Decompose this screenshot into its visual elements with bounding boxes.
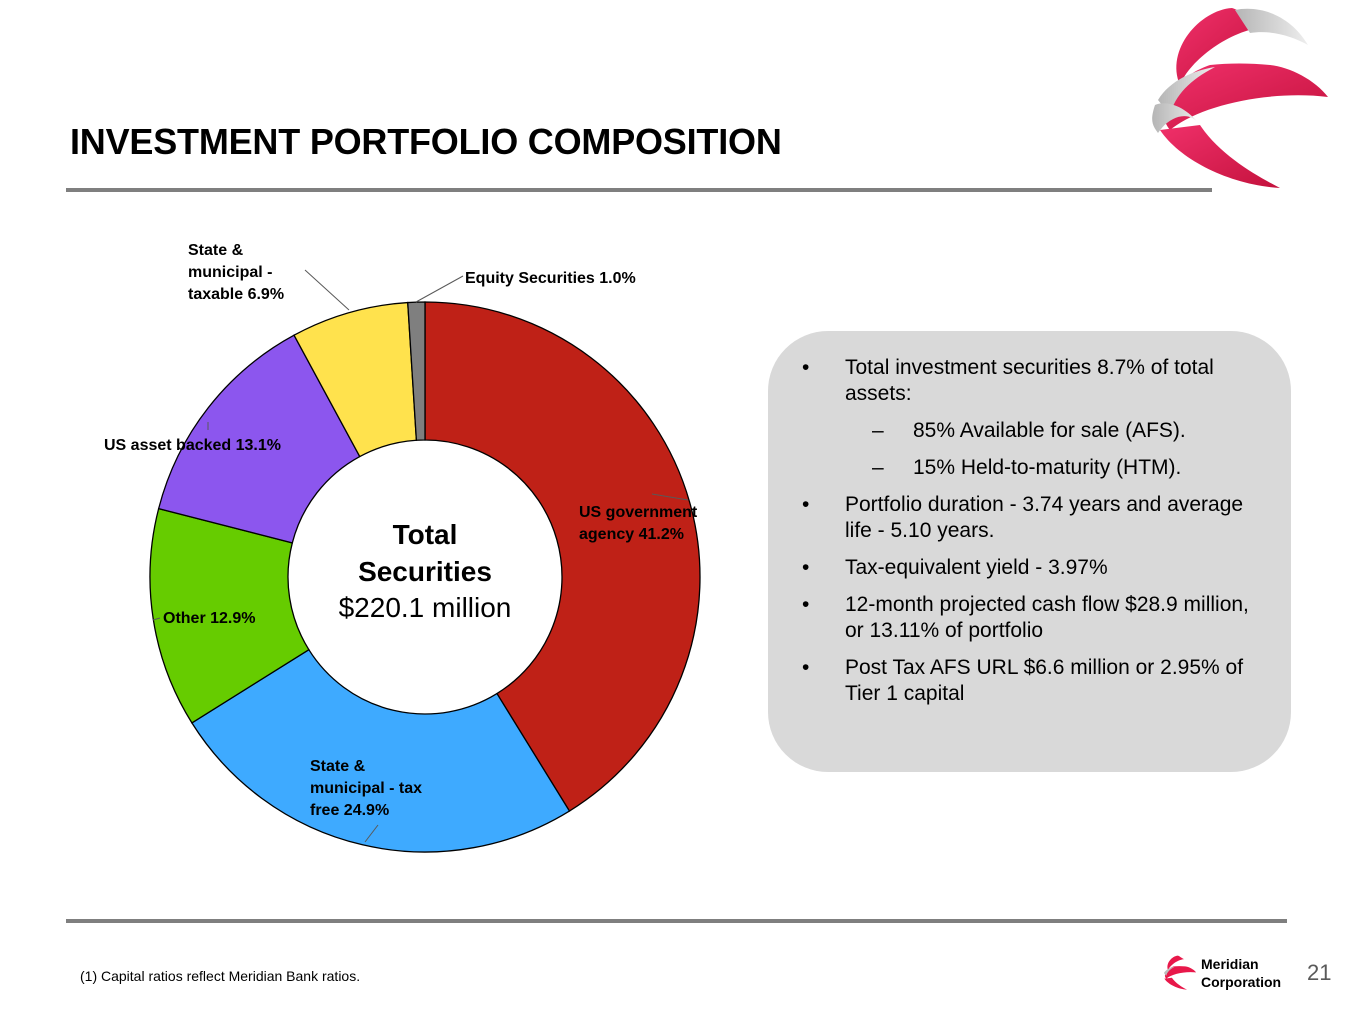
donut-center-label: $220.1 million: [339, 592, 512, 623]
info-bullet: • Total investment securities 8.7% of tot…: [802, 356, 1214, 405]
donut-slice: [149, 507, 310, 724]
slice-label: Equity Securities 1.0%: [465, 270, 636, 287]
brand-line: Corporation: [1201, 974, 1282, 990]
donut-center-label: Total: [393, 519, 458, 550]
donut-chart: US government agency 41.2% State & municipa…: [104, 242, 701, 853]
slice-leader-line: [152, 617, 161, 621]
info-sub-bullet: –85% Available for sale (AFS).: [872, 419, 1186, 442]
slice-leader-line: [364, 824, 379, 843]
slice-leader-line: [415, 275, 464, 303]
meridian-logo-small-icon: [1163, 955, 1197, 990]
slice-label: State & municipal - tax free 24.9%: [310, 758, 422, 819]
slice-label: Other 12.9%: [163, 610, 255, 627]
info-sub-bullet: –15% Held-to-maturity (HTM).: [872, 456, 1182, 479]
donut-slice: [407, 301, 426, 441]
slice-label: State & municipal -taxable 6.9%: [188, 242, 284, 303]
donut-slice: [157, 334, 361, 544]
brand-name: Meridian Corporation: [1201, 955, 1291, 991]
info-bullet: • 12-month projected cash flow $28.9 mill…: [802, 593, 1249, 642]
slice-leader-line: [651, 493, 689, 501]
donut-slice: [190, 648, 571, 853]
info-bullet-list: • Total investment securities 8.7% of tot…: [802, 355, 1257, 707]
slice-leader-line: [304, 269, 350, 311]
donut-center-label: Securities: [358, 556, 492, 587]
info-panel: • Total investment securities 8.7% of tot…: [768, 331, 1291, 772]
footer-divider: [66, 919, 1287, 923]
brand-line: Meridian: [1201, 956, 1259, 972]
info-bullet: • Portfolio duration - 3.74 years and ave…: [802, 493, 1244, 542]
slice-label: US government agency 41.2%: [579, 504, 698, 543]
page-title: INVESTMENT PORTFOLIO COMPOSITION: [70, 121, 782, 162]
info-bullet: • Post Tax AFS URL $6.6 million or 2.95% …: [802, 656, 1244, 705]
title-divider: [66, 188, 1212, 192]
page-number: 21: [1307, 960, 1332, 985]
slice-label: US asset backed 13.1%: [104, 437, 281, 454]
info-bullet: • Tax-equivalent yield - 3.97%: [802, 556, 1108, 579]
donut-slice: [424, 301, 701, 812]
meridian-logo-icon: [1152, 8, 1328, 188]
footnote: (1) Capital ratios reflect Meridian Bank…: [80, 968, 361, 984]
